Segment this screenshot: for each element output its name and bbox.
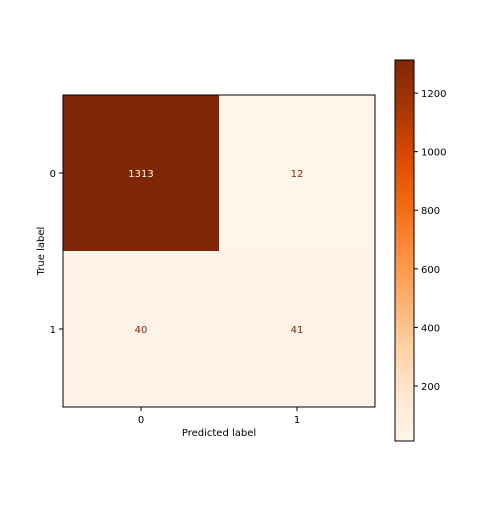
y-tick-label: 1 <box>50 325 56 336</box>
heatmap-cells: 1313 12 40 41 <box>63 95 375 407</box>
colorbar-tick-label: 200 <box>421 382 440 393</box>
colorbar-gradient <box>394 59 415 442</box>
heatmap-cell <box>219 95 375 251</box>
y-axis-label: True label <box>36 227 47 277</box>
colorbar-tick-label: 400 <box>421 323 440 334</box>
cell-value-label: 41 <box>291 325 304 336</box>
cell-value-label: 40 <box>135 325 148 336</box>
colorbar-tick-label: 600 <box>421 265 440 276</box>
heatmap-cell <box>63 95 219 251</box>
y-axis: 01 <box>50 169 63 336</box>
cell-value-label: 1313 <box>128 169 153 180</box>
cell-value-label: 12 <box>291 169 304 180</box>
colorbar-tick-label: 1200 <box>421 89 446 100</box>
heatmap-cell <box>219 251 375 407</box>
x-axis-label: Predicted label <box>182 428 256 439</box>
y-tick-label: 0 <box>50 169 56 180</box>
plot-frame <box>62 94 376 408</box>
x-tick-label: 1 <box>294 415 300 426</box>
x-tick-label: 0 <box>138 415 144 426</box>
heatmap-cell <box>63 251 219 407</box>
colorbar-tick-label: 800 <box>421 206 440 217</box>
colorbar: 200 400 600 800 1000 1200 <box>394 59 446 442</box>
colorbar-tick-label: 1000 <box>421 148 446 159</box>
